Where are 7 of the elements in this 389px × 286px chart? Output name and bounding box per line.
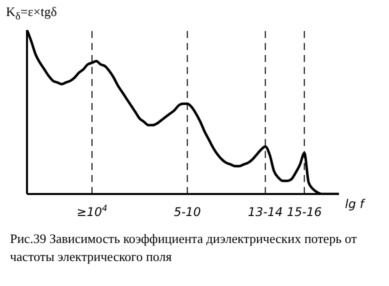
y-axis-title: K$_{δ}$=ε×tgδ — [6, 4, 57, 23]
x-tick-label: 13-14 — [248, 205, 283, 219]
x-axis-title: lg f — [345, 197, 366, 211]
x-tick-label: 5-10 — [174, 205, 202, 219]
text: Рис.39 Зависимость коэффициента диэлектрических потерь от частоты электрического поля — [10, 230, 358, 266]
x-tick-label: ≥10$^{4}$ — [76, 203, 108, 219]
x-tick-label: 15-16 — [286, 205, 322, 219]
